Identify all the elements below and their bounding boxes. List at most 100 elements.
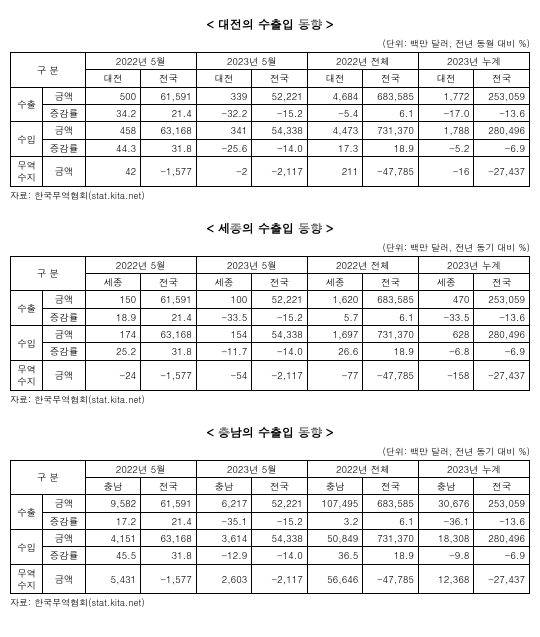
data-cell: 25.2	[85, 343, 141, 360]
row-balance: 무역수지	[11, 564, 43, 594]
col-national: 전국	[363, 274, 419, 291]
row-amount: 금액	[43, 564, 85, 594]
col-gubun: 구 분	[11, 460, 86, 495]
data-cell: 100	[196, 291, 252, 308]
data-cell: 731,370	[363, 122, 419, 139]
data-cell: -13.6	[474, 105, 530, 122]
row-rate: 증감률	[43, 139, 85, 156]
section-title: < 대전의 수출입 동향 >	[10, 16, 530, 33]
col-national: 전국	[363, 477, 419, 494]
data-cell: -33.5	[196, 308, 252, 325]
data-cell: -158	[418, 360, 474, 390]
data-cell: 63,168	[141, 529, 197, 546]
row-import: 수입	[11, 326, 43, 361]
data-cell: -24	[85, 360, 141, 390]
data-cell: 174	[85, 326, 141, 343]
data-cell: 500	[85, 87, 141, 104]
col-gubun: 구 분	[11, 256, 86, 291]
col-period: 2023년 5월	[196, 460, 307, 477]
data-cell: -14.0	[252, 343, 308, 360]
data-cell: -5.4	[307, 105, 363, 122]
data-cell: 18.9	[363, 139, 419, 156]
trade-table: 구 분2022년 5월2023년 5월2022년 전체2023년 누계대전전국대…	[10, 52, 530, 187]
col-region: 충남	[85, 477, 141, 494]
data-cell: 17.2	[85, 512, 141, 529]
data-cell: 21.4	[141, 512, 197, 529]
data-cell: 54,338	[252, 326, 308, 343]
row-rate: 증감률	[43, 308, 85, 325]
unit-label: (단위: 백만 달러, 전년 동기 대비 %)	[10, 241, 530, 254]
data-cell: 34.2	[85, 105, 141, 122]
col-national: 전국	[252, 477, 308, 494]
section-title: < 충남의 수출입 동향 >	[10, 424, 530, 441]
data-cell: -15.2	[252, 308, 308, 325]
data-cell: -27,437	[474, 360, 530, 390]
data-cell: -27,437	[474, 157, 530, 187]
data-cell: 31.8	[141, 547, 197, 564]
data-cell: -36.1	[418, 512, 474, 529]
data-cell: 31.8	[141, 343, 197, 360]
row-rate: 증감률	[43, 343, 85, 360]
data-cell: 54,338	[252, 122, 308, 139]
data-cell: 683,585	[363, 291, 419, 308]
col-region: 대전	[418, 70, 474, 87]
data-cell: -47,785	[363, 360, 419, 390]
data-cell: 154	[196, 326, 252, 343]
col-region: 대전	[85, 70, 141, 87]
row-export: 수출	[11, 495, 43, 530]
data-cell: 3.2	[307, 512, 363, 529]
col-period: 2023년 5월	[196, 256, 307, 273]
data-cell: 44.3	[85, 139, 141, 156]
data-cell: 9,582	[85, 495, 141, 512]
source-note: 자료: 한국무역협회(stat.kita.net)	[10, 393, 530, 406]
row-export: 수출	[11, 87, 43, 122]
row-import: 수입	[11, 122, 43, 157]
col-period: 2022년 5월	[85, 53, 196, 70]
data-cell: -54	[196, 360, 252, 390]
section-title: < 세종의 수출입 동향 >	[10, 220, 530, 237]
data-cell: 253,059	[474, 291, 530, 308]
data-cell: -6.8	[418, 343, 474, 360]
col-period: 2023년 5월	[196, 53, 307, 70]
data-cell: -9.8	[418, 547, 474, 564]
data-cell: -77	[307, 360, 363, 390]
trade-table: 구 분2022년 5월2023년 5월2022년 전체2023년 누계충남전국충…	[10, 460, 530, 595]
data-cell: 63,168	[141, 122, 197, 139]
col-national: 전국	[141, 274, 197, 291]
data-cell: -47,785	[363, 564, 419, 594]
data-cell: 4,473	[307, 122, 363, 139]
source-note: 자료: 한국무역협회(stat.kita.net)	[10, 189, 530, 202]
row-rate: 증감률	[43, 512, 85, 529]
data-cell: -2	[196, 157, 252, 187]
data-cell: 3,614	[196, 529, 252, 546]
data-cell: 36.5	[307, 547, 363, 564]
data-cell: -16	[418, 157, 474, 187]
data-cell: 26.6	[307, 343, 363, 360]
unit-label: (단위: 백만 달러, 전년 동월 대비 %)	[10, 37, 530, 50]
col-national: 전국	[252, 70, 308, 87]
data-cell: -1,577	[141, 360, 197, 390]
data-cell: 341	[196, 122, 252, 139]
data-cell: -35.1	[196, 512, 252, 529]
col-region: 대전	[196, 70, 252, 87]
data-cell: 61,591	[141, 87, 197, 104]
row-amount: 금액	[43, 326, 85, 343]
row-rate: 증감률	[43, 105, 85, 122]
data-cell: -14.0	[252, 139, 308, 156]
data-cell: 1,772	[418, 87, 474, 104]
data-cell: 4,684	[307, 87, 363, 104]
row-rate: 증감률	[43, 547, 85, 564]
row-balance: 무역수지	[11, 157, 43, 187]
row-amount: 금액	[43, 291, 85, 308]
data-cell: 52,221	[252, 291, 308, 308]
data-cell: -14.0	[252, 547, 308, 564]
data-cell: 4,151	[85, 529, 141, 546]
document-root: < 대전의 수출입 동향 > (단위: 백만 달러, 전년 동월 대비 %) 구 분…	[10, 16, 530, 609]
col-national: 전국	[141, 477, 197, 494]
col-national: 전국	[474, 70, 530, 87]
col-region: 세종	[307, 274, 363, 291]
col-national: 전국	[252, 274, 308, 291]
row-amount: 금액	[43, 87, 85, 104]
col-period: 2022년 전체	[307, 53, 418, 70]
data-cell: 211	[307, 157, 363, 187]
